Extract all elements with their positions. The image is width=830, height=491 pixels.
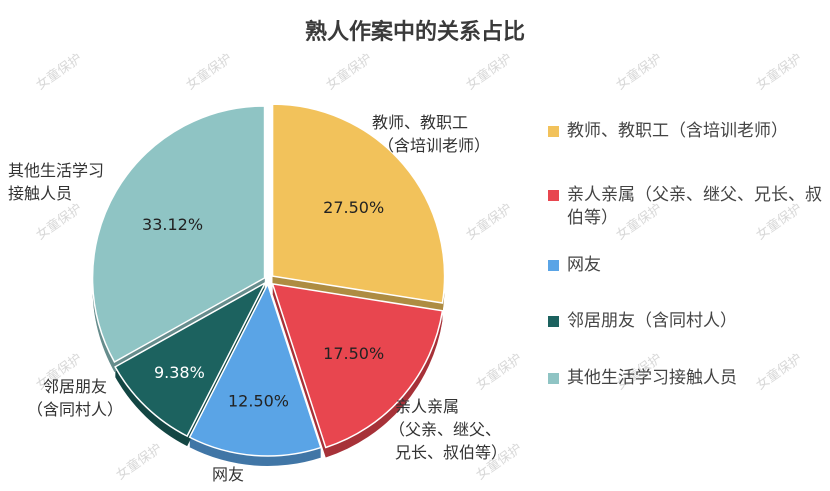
legend-swatch [548, 316, 559, 327]
legend-label: 亲人亲属（父亲、继父、兄长、叔伯等） [567, 185, 822, 228]
legend-item: 其他生活学习接触人员 [548, 367, 829, 390]
legend-label: 教师、教职工（含培训老师） [567, 121, 788, 141]
category-label: （含培训老师） [378, 136, 490, 155]
watermark-text: 女童保护 [463, 200, 515, 243]
watermark-text: 女童保护 [33, 200, 85, 243]
category-label: 网友 [212, 465, 244, 484]
data-label: 9.38% [154, 363, 205, 382]
category-label: 接触人员 [8, 184, 72, 203]
watermark-text: 女童保护 [33, 50, 85, 93]
legend-swatch [548, 260, 559, 271]
chart-title: 熟人作案中的关系占比 [304, 20, 525, 45]
watermark-text: 女童保护 [113, 440, 165, 483]
pie-slice [91, 105, 266, 363]
category-label: 其他生活学习 [8, 161, 104, 180]
legend-item: 网友 [548, 254, 829, 277]
data-label: 17.50% [323, 344, 384, 363]
pie-slice [188, 282, 322, 457]
category-label: 亲人亲属 [395, 397, 459, 416]
legend-item: 教师、教职工（含培训老师） [548, 120, 829, 143]
legend-label: 邻居朋友（含同村人） [567, 311, 737, 331]
watermark-text: 女童保护 [473, 350, 525, 393]
data-label: 27.50% [323, 198, 384, 217]
category-label: （父亲、继父、 [389, 420, 501, 439]
data-label: 12.50% [228, 392, 289, 411]
pie-slice [114, 281, 268, 438]
pie-slice [271, 282, 444, 449]
legend-swatch [548, 373, 559, 384]
legend-swatch [548, 190, 559, 201]
pie-slice [271, 103, 446, 304]
legend-label: 其他生活学习接触人员 [567, 368, 737, 388]
legend-swatch [548, 126, 559, 137]
data-label: 33.12% [142, 215, 203, 234]
watermark-text: 女童保护 [463, 50, 515, 93]
legend-item: 亲人亲属（父亲、继父、兄长、叔伯等） [548, 184, 829, 230]
category-label: 教师、教职工 [372, 113, 468, 132]
watermark-text: 女童保护 [753, 50, 805, 93]
watermark-text: 女童保护 [183, 50, 235, 93]
category-label: （含同村人） [27, 400, 123, 419]
legend-label: 网友 [567, 255, 601, 275]
category-label: 邻居朋友 [43, 377, 107, 396]
category-label: 兄长、叔伯等） [395, 443, 507, 462]
legend-item: 邻居朋友（含同村人） [548, 310, 829, 333]
watermark-text: 女童保护 [323, 50, 375, 93]
watermark-text: 女童保护 [613, 50, 665, 93]
